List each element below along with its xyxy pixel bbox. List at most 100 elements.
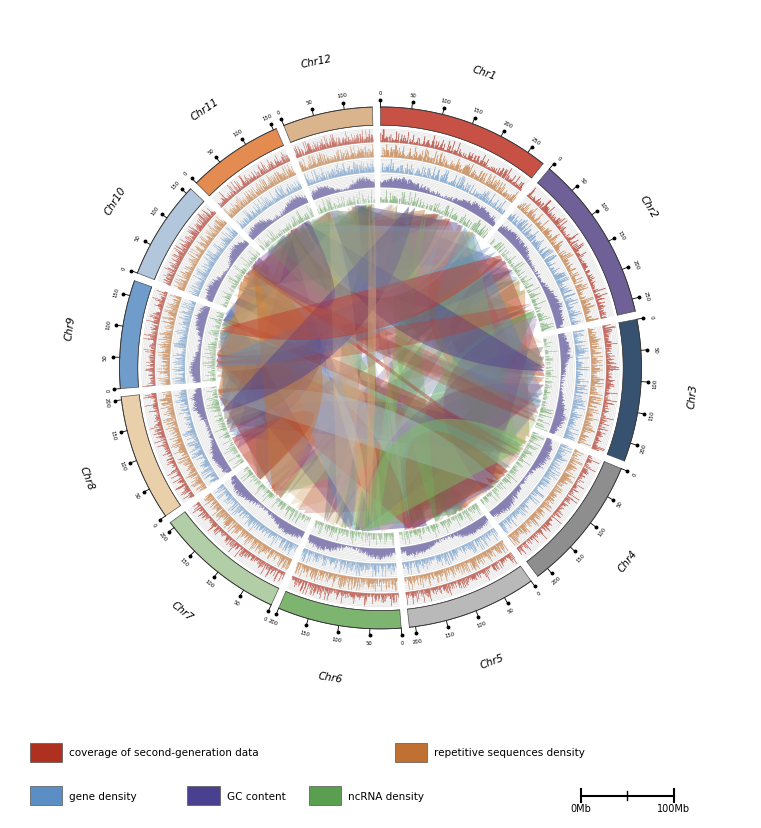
Polygon shape bbox=[519, 228, 522, 231]
Polygon shape bbox=[271, 494, 274, 498]
Polygon shape bbox=[430, 208, 431, 211]
Polygon shape bbox=[172, 315, 176, 317]
Polygon shape bbox=[589, 401, 594, 402]
Polygon shape bbox=[454, 581, 455, 584]
Polygon shape bbox=[237, 485, 244, 490]
Polygon shape bbox=[162, 317, 175, 320]
Polygon shape bbox=[306, 550, 307, 551]
Polygon shape bbox=[361, 181, 362, 189]
Polygon shape bbox=[578, 477, 582, 479]
Polygon shape bbox=[199, 334, 203, 335]
Polygon shape bbox=[269, 171, 270, 172]
Polygon shape bbox=[254, 499, 256, 502]
Polygon shape bbox=[432, 557, 433, 559]
Polygon shape bbox=[521, 279, 524, 282]
Polygon shape bbox=[202, 455, 205, 456]
Polygon shape bbox=[594, 294, 600, 296]
Polygon shape bbox=[359, 191, 361, 205]
Polygon shape bbox=[326, 175, 328, 181]
Polygon shape bbox=[503, 479, 507, 483]
Polygon shape bbox=[268, 512, 272, 516]
Polygon shape bbox=[196, 319, 206, 321]
Polygon shape bbox=[552, 426, 557, 428]
Polygon shape bbox=[494, 247, 496, 248]
Polygon shape bbox=[281, 232, 283, 235]
Polygon shape bbox=[440, 196, 441, 199]
Polygon shape bbox=[186, 430, 195, 433]
Polygon shape bbox=[560, 445, 572, 450]
Polygon shape bbox=[281, 557, 288, 569]
Polygon shape bbox=[565, 300, 572, 303]
Polygon shape bbox=[255, 540, 258, 543]
Polygon shape bbox=[332, 542, 333, 548]
Polygon shape bbox=[182, 481, 185, 483]
Polygon shape bbox=[514, 184, 517, 187]
Polygon shape bbox=[225, 243, 228, 246]
Polygon shape bbox=[559, 395, 562, 397]
Polygon shape bbox=[440, 196, 441, 198]
Polygon shape bbox=[447, 552, 451, 564]
Polygon shape bbox=[209, 292, 215, 296]
Polygon shape bbox=[411, 561, 412, 565]
Polygon shape bbox=[509, 262, 512, 265]
Polygon shape bbox=[476, 195, 478, 198]
Polygon shape bbox=[240, 275, 243, 277]
Polygon shape bbox=[531, 515, 534, 518]
Polygon shape bbox=[249, 234, 254, 240]
Polygon shape bbox=[197, 450, 202, 452]
Polygon shape bbox=[559, 337, 564, 339]
Polygon shape bbox=[543, 207, 547, 212]
Polygon shape bbox=[447, 536, 448, 538]
Polygon shape bbox=[581, 305, 584, 306]
Polygon shape bbox=[195, 315, 207, 320]
Polygon shape bbox=[574, 335, 584, 338]
Polygon shape bbox=[426, 152, 429, 163]
Polygon shape bbox=[556, 485, 559, 488]
Polygon shape bbox=[529, 496, 530, 497]
Polygon shape bbox=[430, 573, 431, 575]
Polygon shape bbox=[395, 146, 396, 158]
Polygon shape bbox=[218, 277, 307, 396]
Polygon shape bbox=[178, 264, 180, 265]
Polygon shape bbox=[269, 491, 270, 493]
Polygon shape bbox=[215, 503, 218, 506]
Polygon shape bbox=[178, 256, 183, 258]
Polygon shape bbox=[585, 316, 591, 319]
Polygon shape bbox=[600, 316, 602, 317]
Polygon shape bbox=[160, 310, 162, 311]
Polygon shape bbox=[185, 332, 188, 333]
Polygon shape bbox=[182, 282, 187, 284]
Polygon shape bbox=[275, 534, 277, 537]
Polygon shape bbox=[444, 163, 446, 168]
Polygon shape bbox=[206, 428, 210, 430]
Polygon shape bbox=[258, 522, 260, 525]
Polygon shape bbox=[189, 313, 193, 315]
Polygon shape bbox=[215, 234, 217, 235]
Polygon shape bbox=[293, 200, 298, 209]
Polygon shape bbox=[522, 224, 532, 234]
Polygon shape bbox=[488, 219, 492, 224]
Polygon shape bbox=[215, 333, 218, 335]
Polygon shape bbox=[281, 157, 285, 165]
Polygon shape bbox=[577, 479, 578, 480]
Polygon shape bbox=[592, 446, 604, 451]
Polygon shape bbox=[301, 515, 304, 518]
Polygon shape bbox=[208, 429, 211, 431]
Polygon shape bbox=[439, 212, 441, 214]
Polygon shape bbox=[558, 404, 565, 406]
Polygon shape bbox=[225, 536, 229, 539]
Polygon shape bbox=[180, 450, 186, 454]
Text: Chr3: Chr3 bbox=[686, 383, 699, 409]
Polygon shape bbox=[409, 181, 411, 190]
Polygon shape bbox=[177, 438, 182, 440]
Polygon shape bbox=[244, 532, 249, 538]
Polygon shape bbox=[320, 212, 321, 214]
Polygon shape bbox=[259, 561, 263, 567]
Polygon shape bbox=[540, 411, 549, 413]
Polygon shape bbox=[307, 151, 309, 155]
Polygon shape bbox=[549, 301, 558, 306]
Polygon shape bbox=[458, 514, 460, 517]
Polygon shape bbox=[439, 555, 441, 561]
Polygon shape bbox=[600, 421, 606, 422]
Polygon shape bbox=[587, 457, 592, 460]
